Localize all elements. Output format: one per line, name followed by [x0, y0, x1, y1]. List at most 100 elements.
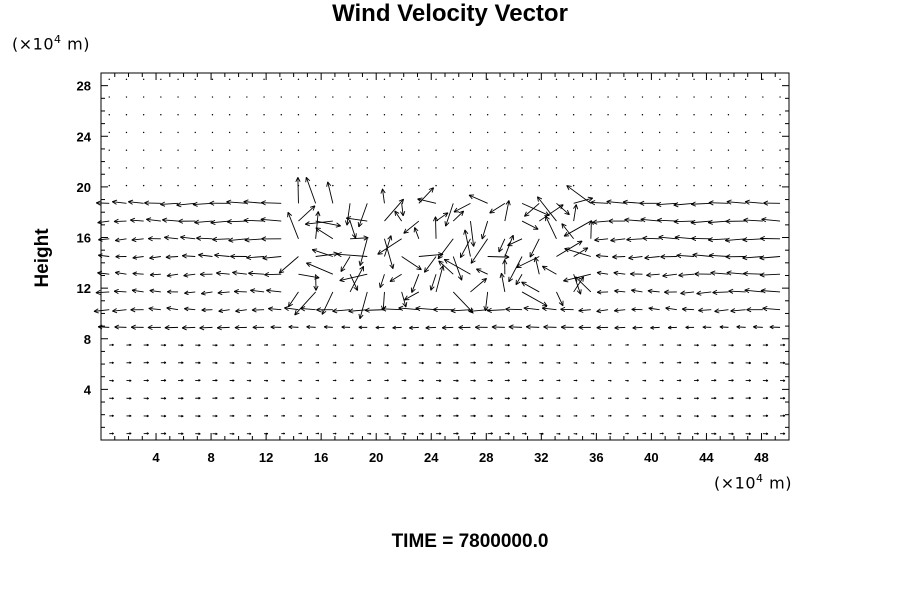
- vector-arrow: [93, 308, 110, 314]
- vector-arrow: [522, 397, 527, 400]
- vector-head: [456, 414, 459, 417]
- x-tick-label: 32: [534, 450, 548, 465]
- vector-shaft: [306, 262, 334, 275]
- vector-dot: [676, 114, 678, 116]
- vector-arrow: [180, 234, 196, 241]
- vector-dot: [263, 114, 265, 116]
- vector-head: [261, 238, 267, 242]
- vector-shaft: [346, 203, 351, 226]
- vector-arrow: [642, 397, 647, 400]
- vector-arrow: [178, 396, 184, 400]
- vector-arrow: [281, 397, 285, 400]
- y-tick-label: 24: [77, 129, 92, 144]
- vector-head: [130, 309, 136, 313]
- vector-head: [742, 239, 748, 243]
- vector-head: [210, 222, 216, 225]
- vector-head: [364, 307, 370, 311]
- vector-shaft: [452, 256, 463, 281]
- vector-dot: [744, 131, 747, 134]
- vector-dot: [263, 78, 265, 81]
- vector-dot: [710, 131, 712, 134]
- vector-head: [678, 274, 684, 278]
- vector-shaft: [642, 237, 660, 240]
- vector-head: [660, 254, 666, 258]
- vector-head: [608, 218, 614, 222]
- vector-head: [268, 306, 274, 310]
- vector-dot: [727, 114, 730, 116]
- vector-head: [431, 187, 435, 193]
- vector-head: [352, 344, 354, 346]
- vector-head: [404, 379, 407, 381]
- vector-dot: [486, 96, 489, 98]
- vector-arrow: [264, 414, 269, 417]
- vector-dot: [366, 149, 368, 151]
- vector-head: [639, 202, 645, 206]
- vector-arrow: [566, 185, 592, 204]
- vector-head: [294, 310, 297, 316]
- vector-head: [702, 326, 707, 330]
- vector-head: [486, 307, 492, 312]
- vector-head: [327, 181, 332, 187]
- vector-head: [380, 188, 383, 194]
- vector-head: [543, 326, 549, 330]
- vector-arrow: [201, 307, 213, 313]
- vector-head: [592, 397, 595, 399]
- vector-shaft: [192, 202, 213, 206]
- vector-head: [232, 270, 238, 273]
- vector-head: [642, 237, 648, 241]
- vector-dot: [693, 167, 695, 169]
- vector-arrow: [639, 200, 660, 206]
- vector-arrow: [642, 379, 647, 382]
- vector-head: [743, 271, 749, 275]
- vector-arrow: [556, 344, 561, 347]
- vector-arrow: [418, 187, 435, 204]
- vector-shaft: [566, 185, 592, 204]
- vector-head: [610, 240, 616, 243]
- vector-head: [429, 285, 432, 291]
- vector-head: [744, 199, 750, 203]
- vector-head: [657, 219, 662, 223]
- vector-head: [759, 257, 765, 261]
- vector-head: [232, 414, 235, 417]
- vector-dot: [297, 114, 300, 116]
- vector-arrow: [298, 205, 316, 222]
- vector-arrow: [228, 237, 247, 243]
- vector-head: [249, 432, 252, 435]
- vector-arrow: [357, 203, 368, 228]
- vector-head: [162, 219, 167, 223]
- vector-head: [728, 288, 734, 292]
- vector-shaft: [298, 205, 316, 222]
- vector-shaft: [226, 201, 247, 204]
- vector-shaft: [628, 256, 643, 259]
- vector-head: [149, 272, 155, 276]
- vector-head: [114, 237, 120, 241]
- vector-shaft: [542, 265, 557, 275]
- vector-head: [524, 379, 527, 381]
- vector-dot: [710, 184, 712, 187]
- vector-shaft: [708, 220, 729, 224]
- vector-head: [352, 415, 354, 417]
- vector-arrow: [780, 361, 786, 365]
- vector-arrow: [659, 343, 664, 347]
- vector-shaft: [266, 289, 282, 293]
- vector-head: [300, 361, 302, 364]
- vector-shaft: [214, 254, 230, 257]
- vector-head: [131, 237, 137, 241]
- vector-head: [359, 261, 364, 266]
- vector-dot: [314, 184, 317, 187]
- vector-head: [363, 237, 369, 241]
- vector-dot: [435, 167, 437, 169]
- vector-dot: [762, 114, 764, 116]
- vector-shaft: [613, 272, 626, 275]
- vector-head: [501, 272, 505, 278]
- vector-dot: [108, 131, 110, 134]
- vector-dot: [504, 131, 506, 134]
- vector-arrow: [676, 414, 682, 418]
- vector-head: [673, 221, 679, 225]
- vector-arrow: [367, 379, 372, 382]
- vector-head: [627, 432, 629, 434]
- vector-head: [614, 310, 619, 313]
- vector-head: [132, 255, 137, 259]
- vector-head: [113, 290, 119, 295]
- vector-head: [742, 257, 748, 261]
